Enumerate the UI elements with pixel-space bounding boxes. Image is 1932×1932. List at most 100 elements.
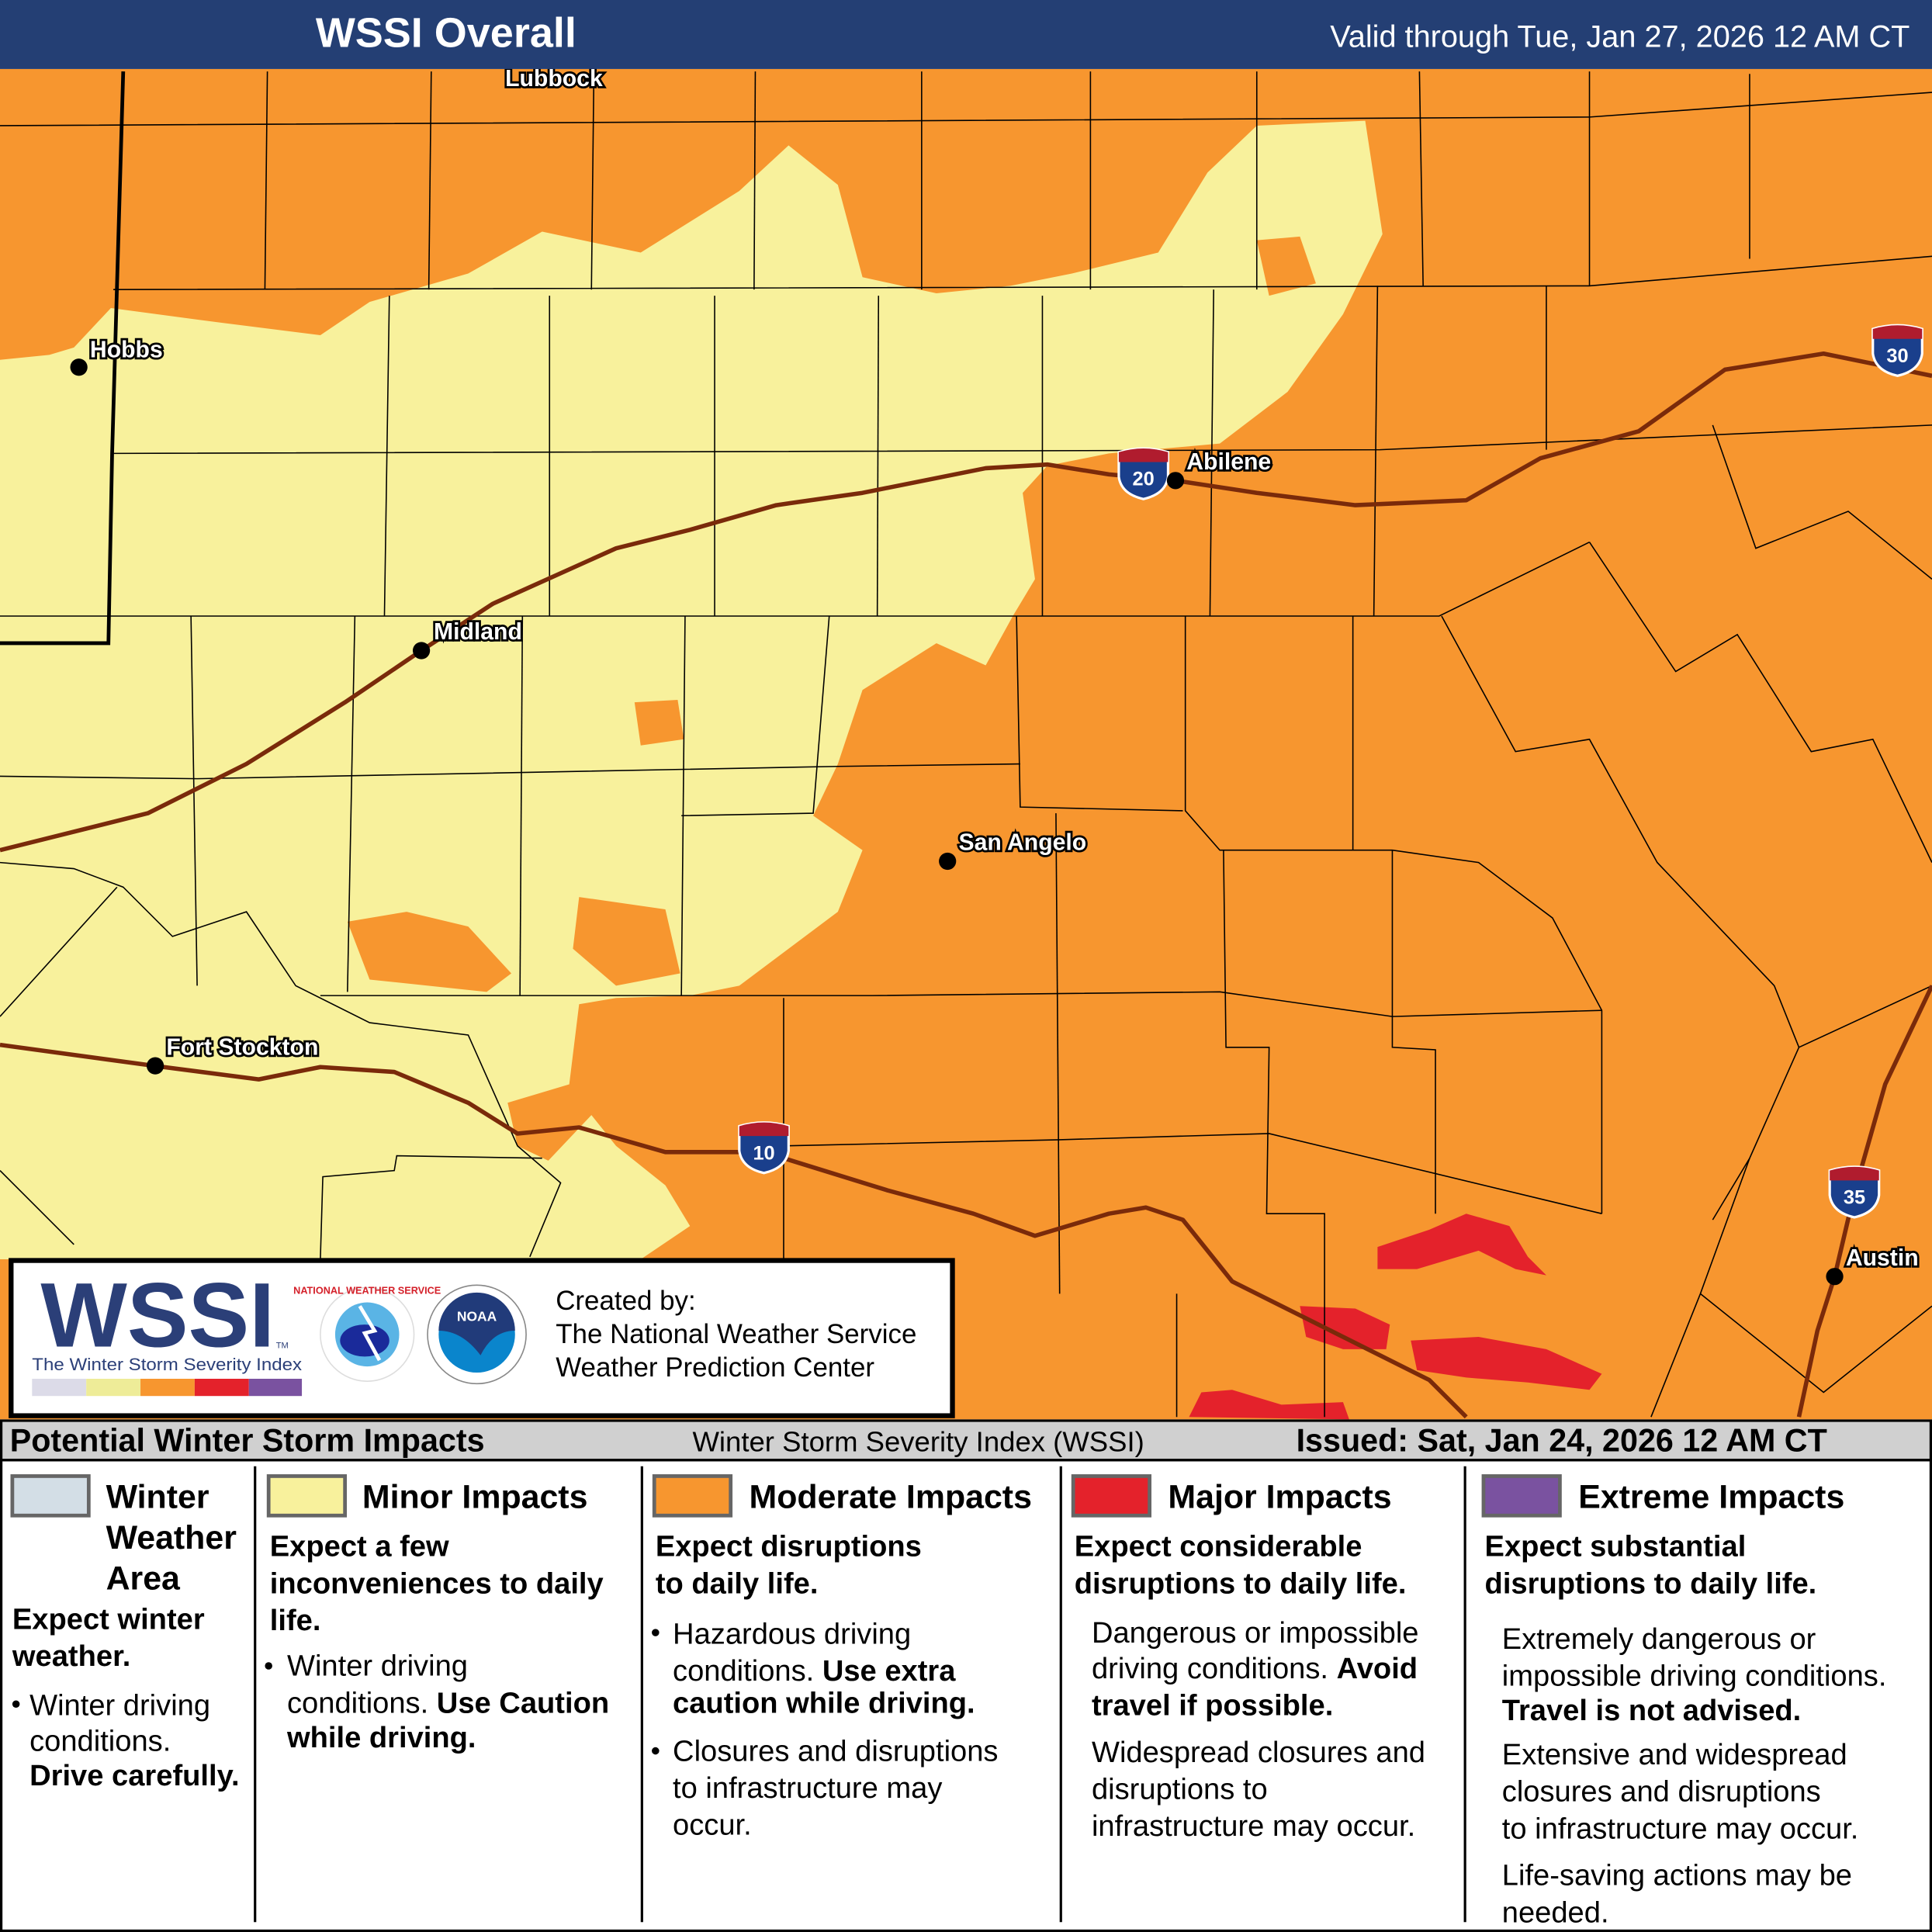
wssi-logo: WSSI bbox=[40, 1265, 275, 1366]
city-marker bbox=[939, 852, 957, 871]
nws-logo: NATIONAL WEATHER SERVICE bbox=[293, 1285, 441, 1382]
category-body-emphasis: Use extra bbox=[822, 1655, 956, 1688]
nws-logo-text: NATIONAL WEATHER SERVICE bbox=[293, 1285, 441, 1296]
color-swatch bbox=[10, 1474, 91, 1518]
city-marker bbox=[1166, 472, 1185, 490]
interstate-label: 10 bbox=[753, 1142, 774, 1164]
category-body-emphasis: caution while driving. bbox=[673, 1687, 975, 1719]
category-body: to infrastructure may occur. bbox=[1502, 1813, 1859, 1845]
logo-panel: WSSI TM The Winter Storm Severity Index … bbox=[9, 1258, 955, 1418]
map-title: WSSI Overall bbox=[316, 9, 576, 56]
legend-index-name: Winter Storm Severity Index (WSSI) bbox=[692, 1426, 1144, 1458]
category-body: Extremely dangerous or bbox=[1502, 1623, 1816, 1656]
category-headline: Expect a few bbox=[270, 1531, 449, 1563]
category-body: driving conditions. bbox=[1092, 1653, 1328, 1685]
valid-through: Valid through Tue, Jan 27, 2026 12 AM CT bbox=[1330, 19, 1909, 54]
category-body-emphasis: Travel is not advised. bbox=[1502, 1695, 1802, 1727]
category-body-emphasis: Avoid bbox=[1337, 1653, 1418, 1685]
city-marker bbox=[412, 642, 431, 660]
created-by-label: Created by: bbox=[556, 1286, 696, 1316]
category-body: conditions. bbox=[673, 1655, 814, 1688]
major-impact-areas bbox=[1189, 1214, 1602, 1420]
city-label-fort-stockton: Fort Stockton bbox=[166, 1034, 318, 1060]
interstate-20-route bbox=[0, 351, 1932, 853]
noaa-logo-text: NOAA bbox=[457, 1308, 497, 1324]
map: 20 30 10 35 Lubbock Hobbs Midland Abilen… bbox=[0, 64, 1932, 1420]
category-body: infrastructure may occur. bbox=[1092, 1810, 1415, 1843]
category-body-emphasis: travel if possible. bbox=[1092, 1690, 1333, 1723]
category-body: Dangerous or impossible bbox=[1092, 1617, 1419, 1650]
header: WSSI Overall Valid through Tue, Jan 27, … bbox=[0, 0, 1932, 69]
creator-wpc: Weather Prediction Center bbox=[556, 1352, 874, 1383]
category-headline: weather. bbox=[12, 1640, 131, 1673]
city-marker bbox=[146, 1057, 164, 1075]
category-body: disruptions to bbox=[1092, 1773, 1268, 1806]
category-body: closures and disruptions bbox=[1502, 1776, 1821, 1809]
interstate-35-route bbox=[1796, 985, 1932, 1418]
category-body: Widespread closures and bbox=[1092, 1736, 1425, 1769]
legend: Potential Winter Storm Impacts Winter St… bbox=[0, 1419, 1932, 1932]
category-body: Hazardous driving bbox=[673, 1618, 911, 1650]
category-title: Moderate Impacts bbox=[750, 1479, 1032, 1516]
category-title: Winter bbox=[106, 1479, 209, 1516]
category-body: occur. bbox=[673, 1809, 752, 1842]
creator-nws: The National Weather Service bbox=[556, 1319, 916, 1349]
wssi-logo-subtitle: The Winter Storm Severity Index bbox=[32, 1355, 302, 1374]
trademark: TM bbox=[276, 1341, 289, 1350]
bullet bbox=[265, 1662, 272, 1670]
category-headline: inconveniences to daily bbox=[270, 1567, 604, 1600]
cities: Lubbock Hobbs Midland Abilene San Angelo… bbox=[70, 64, 1920, 1286]
interstate-10-shield: 10 bbox=[738, 1121, 790, 1175]
legend-category-moderate-impacts: Moderate Impacts Expect disruptions to d… bbox=[652, 1474, 1032, 1842]
category-body: impossible driving conditions. bbox=[1502, 1660, 1887, 1692]
minor-impact-area bbox=[0, 120, 1383, 1259]
category-body: Drive carefully. bbox=[29, 1760, 239, 1792]
legend-category-major-impacts: Major Impacts Expect considerable disrup… bbox=[1071, 1474, 1425, 1843]
bullet bbox=[652, 1747, 660, 1755]
category-headline: to daily life. bbox=[656, 1567, 819, 1600]
city-label-lubbock: Lubbock bbox=[505, 66, 603, 92]
category-body: Extensive and widespread bbox=[1502, 1739, 1847, 1771]
category-body: Winter driving bbox=[287, 1650, 468, 1683]
state-boundary bbox=[0, 71, 126, 646]
color-swatch bbox=[652, 1474, 733, 1518]
interstate-label: 35 bbox=[1844, 1186, 1865, 1208]
category-headline: disruptions to daily life. bbox=[1485, 1567, 1817, 1600]
category-headline: Expect considerable bbox=[1075, 1531, 1362, 1563]
moderate-impact-patch bbox=[573, 897, 680, 986]
category-title: Area bbox=[106, 1560, 181, 1598]
legend-category-winter-weather-area: Winter Weather Area Expect winter weathe… bbox=[10, 1474, 240, 1792]
bullet bbox=[652, 1629, 660, 1636]
category-title: Minor Impacts bbox=[362, 1479, 588, 1516]
category-body: needed. bbox=[1502, 1896, 1609, 1929]
legend-heading: Potential Winter Storm Impacts bbox=[10, 1423, 485, 1459]
color-swatch bbox=[266, 1474, 348, 1518]
category-title: Extreme Impacts bbox=[1578, 1479, 1844, 1516]
city-label-abilene: Abilene bbox=[1186, 449, 1271, 475]
category-title: Major Impacts bbox=[1168, 1479, 1391, 1516]
noaa-logo: NOAA bbox=[427, 1284, 527, 1385]
category-title: Weather bbox=[106, 1519, 237, 1556]
category-body: Closures and disruptions bbox=[673, 1735, 998, 1768]
interstate-35-shield: 35 bbox=[1828, 1165, 1881, 1219]
category-headline: Expect winter bbox=[12, 1603, 205, 1636]
city-marker bbox=[1826, 1268, 1844, 1286]
category-body: conditions. bbox=[287, 1687, 428, 1719]
interstate-label: 30 bbox=[1886, 345, 1908, 367]
moderate-impact-patch bbox=[1256, 236, 1316, 296]
legend-category-minor-impacts: Minor Impacts Expect a few inconvenience… bbox=[265, 1474, 609, 1754]
city-label-midland: Midland bbox=[434, 619, 522, 645]
category-body-emphasis: Use Caution bbox=[437, 1687, 609, 1719]
category-headline: disruptions to daily life. bbox=[1075, 1567, 1407, 1600]
category-body: conditions. bbox=[29, 1726, 171, 1758]
city-label-san-angelo: San Angelo bbox=[958, 830, 1086, 856]
interstate-20-shield: 20 bbox=[1117, 447, 1170, 500]
moderate-impact-patch bbox=[634, 699, 684, 746]
category-body-emphasis: while driving. bbox=[286, 1722, 476, 1754]
wssi-color-bar bbox=[32, 1378, 303, 1397]
county-boundaries bbox=[0, 71, 1932, 1418]
category-body: Life-saving actions may be bbox=[1502, 1860, 1852, 1892]
color-swatch bbox=[1071, 1474, 1151, 1518]
category-headline: Expect substantial bbox=[1485, 1531, 1747, 1563]
